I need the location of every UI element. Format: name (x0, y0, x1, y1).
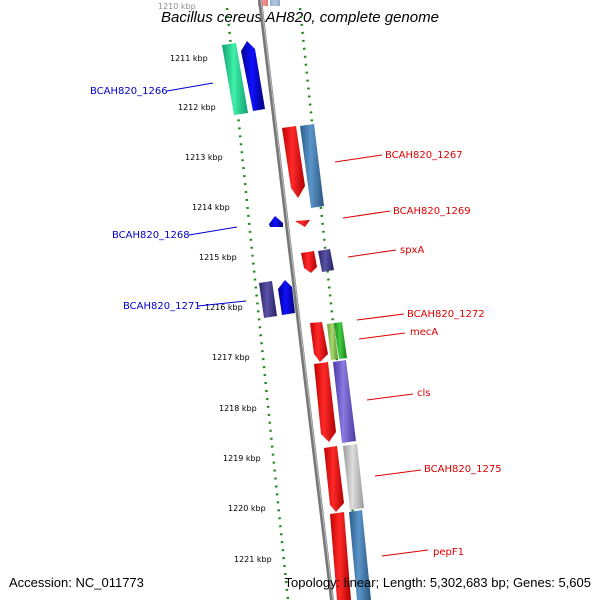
gene-bcah820-1271-a[interactable] (259, 281, 277, 318)
ruler-tick-label: 1220 kbp (228, 504, 266, 513)
label-connector (188, 226, 238, 236)
ruler-tick-label: 1217 kbp (212, 353, 250, 362)
label-connector (366, 393, 414, 401)
gene-feature[interactable] (270, 0, 280, 6)
gene-label-bcah820-1271[interactable]: BCAH820_1271 (123, 301, 201, 312)
gene-label-bcah820-1268[interactable]: BCAH820_1268 (112, 230, 190, 241)
label-connector (358, 332, 406, 340)
track-right-dotted-line (298, 7, 364, 600)
gene-meca-b[interactable] (334, 322, 347, 359)
label-connector (381, 549, 429, 557)
gene-bcah820-1267-b[interactable] (300, 124, 324, 208)
accession-text: Accession: NC_011773 (9, 575, 144, 590)
label-connector (342, 210, 391, 219)
gene-label-bcah820-1269[interactable]: BCAH820_1269 (393, 206, 471, 217)
label-connector (197, 300, 247, 307)
gene-bcah820-1275-a[interactable] (324, 446, 344, 512)
label-connector (166, 82, 214, 92)
gene-bcah820-1267-a[interactable] (282, 126, 305, 198)
label-connector (347, 249, 397, 258)
gene-spxa[interactable] (301, 251, 317, 273)
gene-label-bcah820-1272[interactable]: BCAH820_1272 (407, 309, 485, 320)
gene-cls-b[interactable] (333, 360, 356, 443)
gene-bcah820-1272[interactable] (310, 322, 328, 362)
gene-pepf1-a[interactable] (330, 512, 351, 600)
genome-summary-text: Topology: linear; Length: 5,302,683 bp; … (284, 575, 591, 590)
label-connector (374, 469, 422, 477)
gene-label-cls[interactable]: cls (417, 388, 431, 399)
gene-bcah820-1266[interactable] (222, 43, 248, 115)
gene-meca-a[interactable] (327, 323, 338, 360)
label-connector (334, 154, 383, 163)
ruler-left-dotted-line (225, 7, 290, 600)
ruler-tick-label: 1219 kbp (223, 454, 261, 463)
ruler-label-partial: 1210 kbp (158, 2, 196, 11)
ruler-tick-label: 1211 kbp (170, 54, 208, 63)
gene-cls-a[interactable] (314, 362, 336, 442)
genome-backbone (258, 0, 334, 600)
gene-feature[interactable] (258, 0, 268, 6)
ruler-tick-label: 1218 kbp (219, 404, 257, 413)
gene-label-bcah820-1267[interactable]: BCAH820_1267 (385, 150, 463, 161)
gene-bcah820-1271-b[interactable] (278, 280, 295, 315)
ruler-tick-label: 1212 kbp (178, 103, 216, 112)
ruler-tick-label: 1213 kbp (185, 153, 223, 162)
gene-label-spxa[interactable]: spxA (400, 245, 424, 256)
gene-label-bcah820-1266[interactable]: BCAH820_1266 (90, 86, 168, 97)
gene-bcah820-1269[interactable] (295, 220, 310, 227)
ruler-tick-label: 1214 kbp (192, 203, 230, 212)
label-connector (356, 313, 405, 321)
gene-bcah820-1275-b[interactable] (343, 444, 364, 510)
ruler-tick-label: 1215 kbp (199, 253, 237, 262)
ruler-tick-label: 1221 kbp (234, 555, 272, 564)
gene-pepf1-b[interactable] (349, 510, 371, 600)
ruler-tick-label: 1216 kbp (205, 303, 243, 312)
genome-backbone-highlight (260, 0, 334, 600)
gene-label-pepf1[interactable]: pepF1 (433, 547, 464, 558)
gene-bcah820-1268[interactable] (269, 216, 283, 227)
gene-feature[interactable] (241, 41, 265, 111)
gene-label-bcah820-1275[interactable]: BCAH820_1275 (424, 464, 502, 475)
gene-label-meca[interactable]: mecA (410, 327, 438, 338)
gene-spxa-b[interactable] (318, 249, 334, 272)
